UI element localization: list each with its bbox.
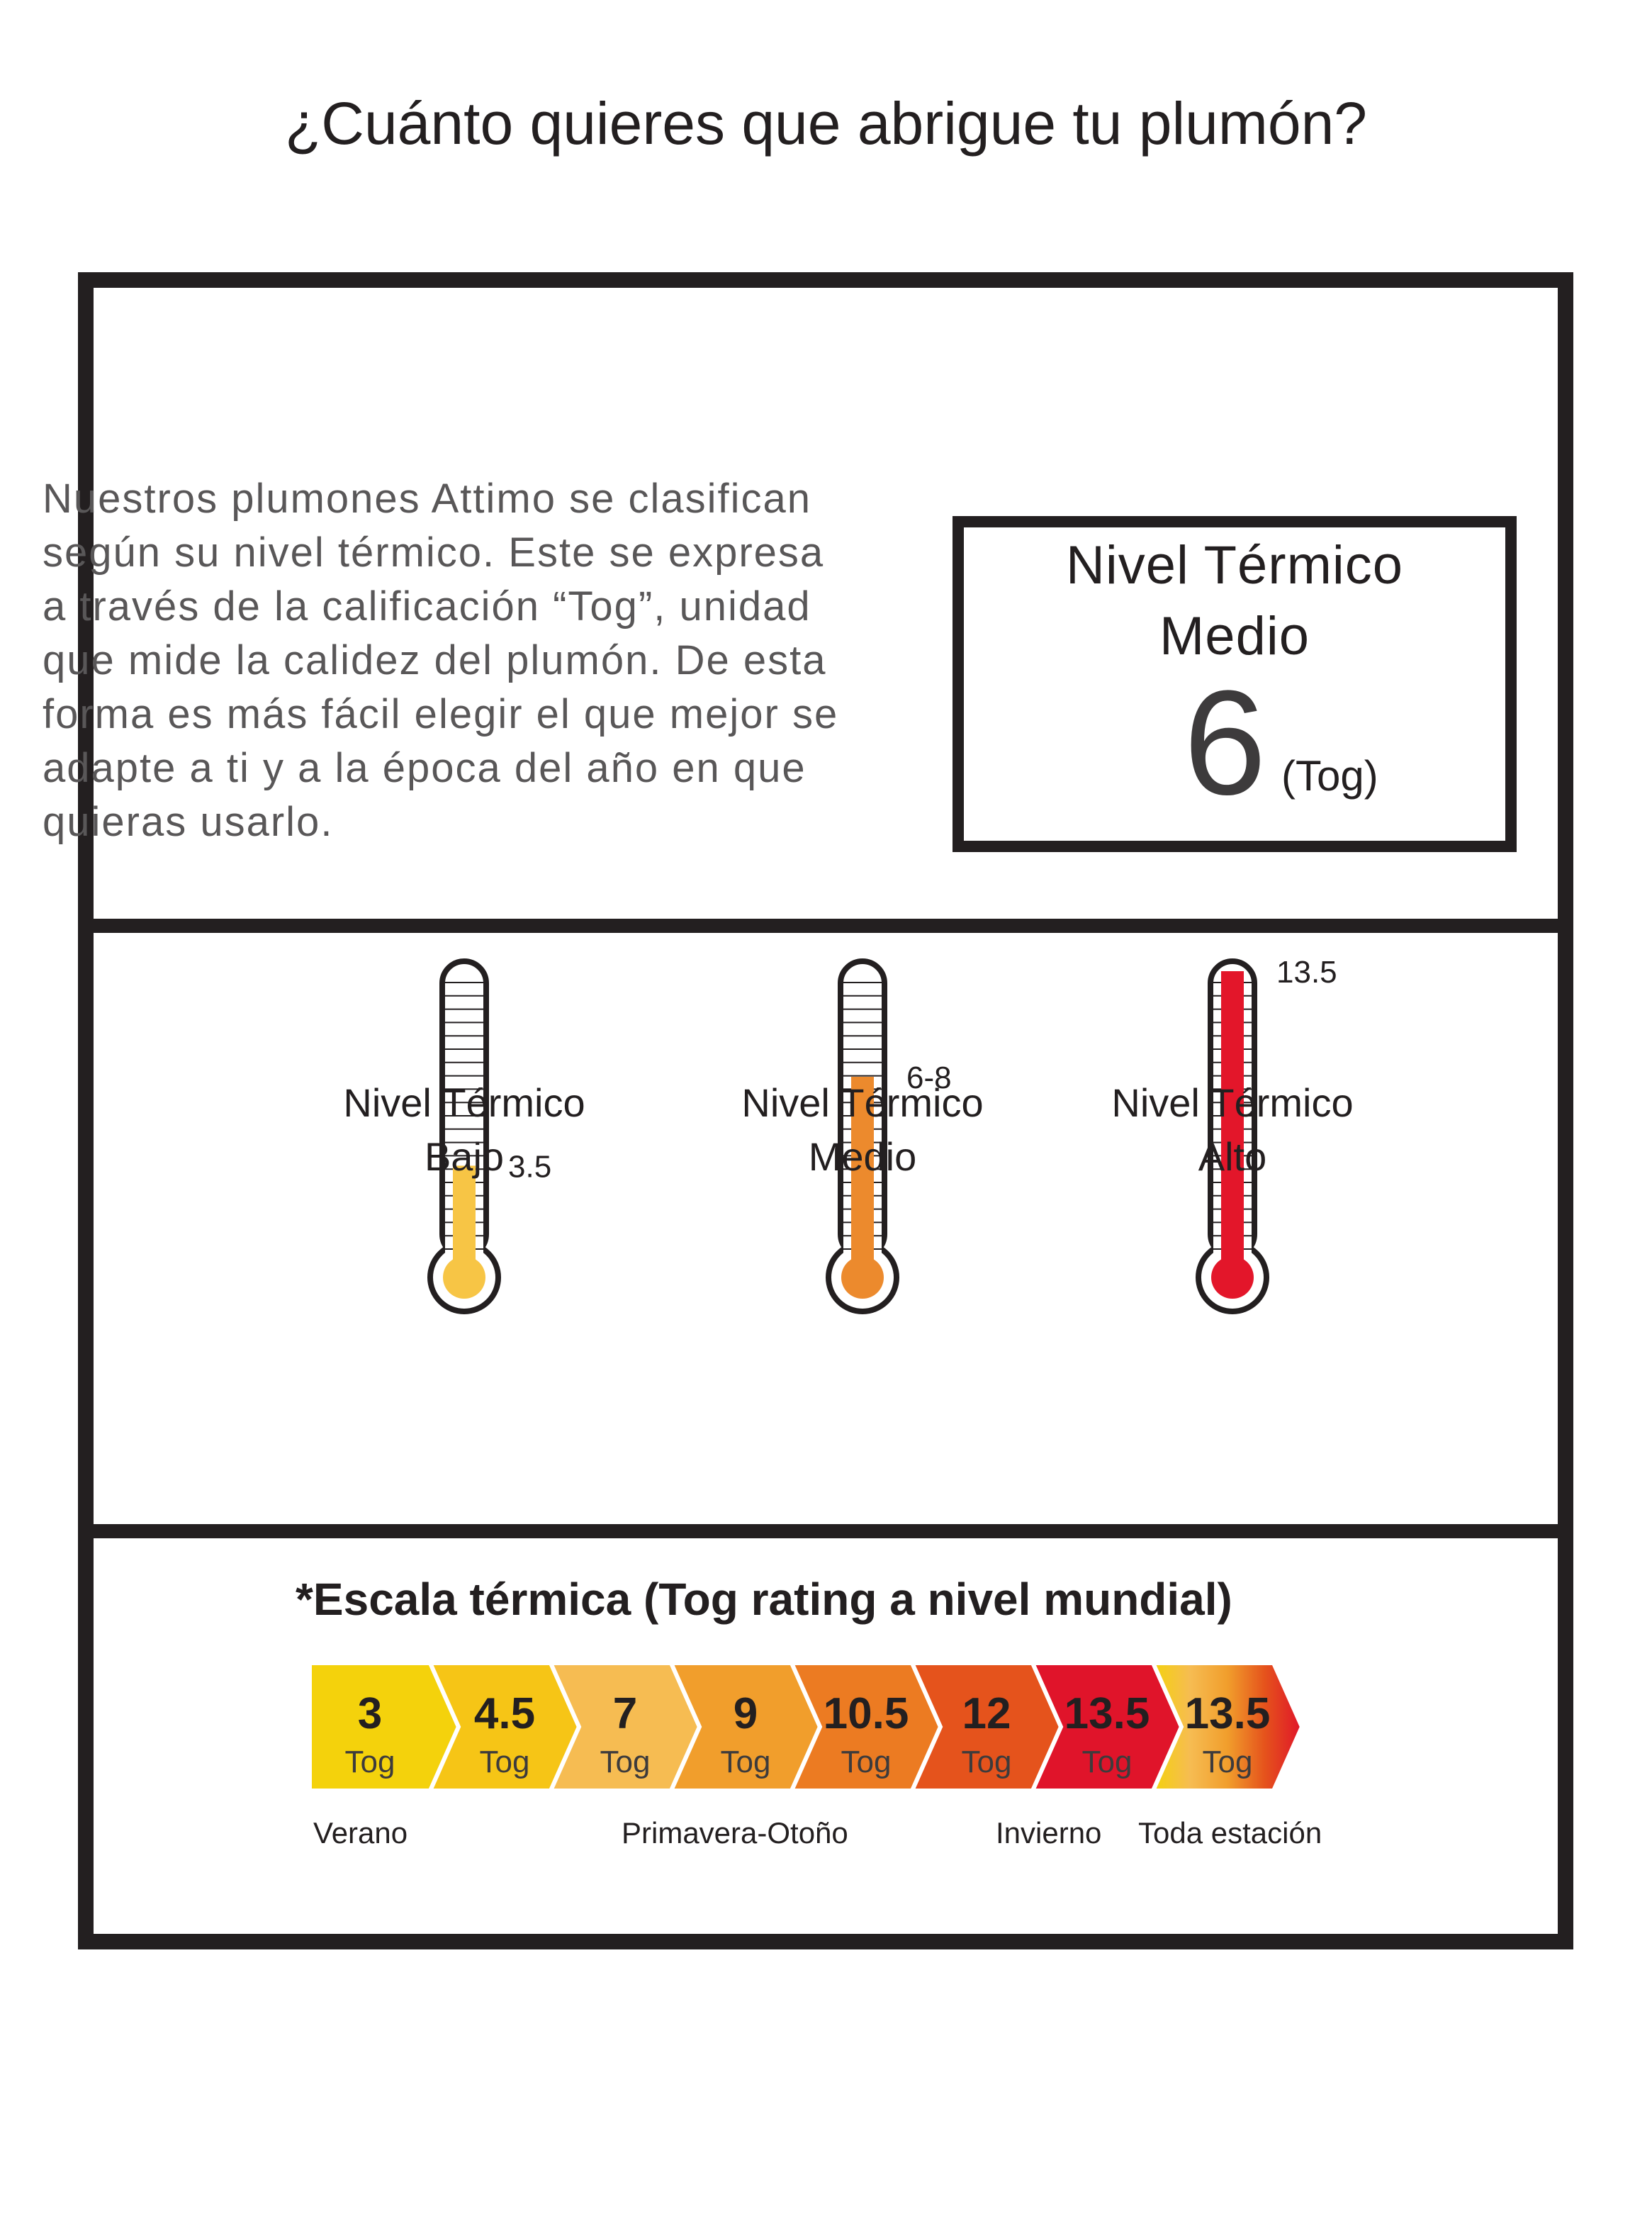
caption-line1: Nivel Térmico (343, 1080, 585, 1125)
thermometer-caption-medium: Nivel Térmico Medio (664, 1076, 1061, 1184)
thermal-level-box: Nivel Térmico Medio 6 (Tog) (953, 516, 1517, 852)
tog-value: 13.5 (1185, 1689, 1271, 1738)
caption-line1: Nivel Térmico (1111, 1080, 1354, 1125)
intro-paragraph: Nuestros plumones Attimo se clasifican s… (43, 476, 839, 845)
thermometer: 13.5 (1196, 955, 1337, 1314)
tog-unit: Tog (480, 1745, 530, 1779)
thermometer-value-label: 6-8 (906, 1060, 952, 1095)
tog-value: 12 (962, 1689, 1011, 1738)
caption-line2: Bajo (424, 1134, 505, 1179)
level-unit: (Tog) (1281, 752, 1378, 800)
tog-unit: Tog (841, 1745, 892, 1779)
level-title-line2: Medio (1159, 606, 1310, 666)
thermometer: 6-8 (826, 958, 952, 1314)
thermometer-fill (851, 1076, 874, 1277)
tog-chevron: 3 Tog (308, 1661, 461, 1793)
section-divider (94, 1524, 1558, 1538)
tog-chevron-shape (1150, 1661, 1305, 1793)
thermometers: 3.5 6-8 13.5 (427, 955, 1337, 1314)
season-spring-autumn: Primavera-Otoño (622, 1816, 848, 1849)
caption-line1: Nivel Térmico (741, 1080, 984, 1125)
tog-chevron: 7 Tog (547, 1661, 702, 1793)
thermometer-caption-low: Nivel Térmico Bajo (266, 1076, 663, 1184)
tog-unit: Tog (721, 1745, 771, 1779)
season-winter: Invierno (996, 1816, 1102, 1849)
tog-unit: Tog (962, 1745, 1012, 1779)
tog-value: 10.5 (824, 1689, 909, 1738)
season-summer: Verano (313, 1816, 408, 1849)
thermometer-value-label: 13.5 (1276, 955, 1337, 990)
level-value: 6 (1184, 659, 1266, 826)
tog-chevron: 10.5 Tog (788, 1661, 943, 1793)
level-value-row: 6 (Tog) (964, 659, 1505, 826)
level-title-line1: Nivel Térmico (1065, 535, 1404, 595)
section-divider (94, 919, 1558, 933)
headline: ¿Cuánto quieres que abrigue tu plumón? (284, 90, 1367, 157)
scale-title: *Escala térmica (Tog rating a nivel mund… (296, 1574, 1232, 1625)
tog-value: 7 (613, 1689, 637, 1738)
tog-value: 13.5 (1064, 1689, 1150, 1738)
tog-chevron: 13.5 Tog (1150, 1661, 1305, 1793)
tog-value: 3 (358, 1689, 382, 1738)
tog-value: 4.5 (474, 1689, 535, 1738)
thermometer: 3.5 (427, 958, 551, 1314)
season-all: Toda estación (1138, 1816, 1322, 1849)
caption-line2: Medio (808, 1134, 917, 1179)
thermometer-value-label: 3.5 (508, 1149, 551, 1184)
tog-value: 9 (734, 1689, 758, 1738)
tog-unit: Tog (1203, 1745, 1253, 1779)
thermometer-bulb-fill (1211, 1256, 1254, 1299)
infographic-frame (78, 272, 1573, 1949)
caption-line2: Alto (1198, 1134, 1267, 1179)
tog-unit: Tog (600, 1745, 651, 1779)
tog-scale: 3Tog4.5Tog7Tog9Tog10.5Tog12Tog13.5Tog13.… (308, 1661, 1305, 1793)
thermometer-fill (1221, 971, 1244, 1277)
tog-chevron: 9 Tog (668, 1661, 823, 1793)
thermometer-caption-high: Nivel Térmico Alto (1034, 1076, 1431, 1184)
tog-chevron: 13.5 Tog (1029, 1661, 1184, 1793)
thermometer-bulb-fill (443, 1256, 485, 1299)
tog-unit: Tog (1082, 1745, 1133, 1779)
thermometer-bulb-fill (841, 1256, 884, 1299)
tog-unit: Tog (345, 1745, 395, 1779)
